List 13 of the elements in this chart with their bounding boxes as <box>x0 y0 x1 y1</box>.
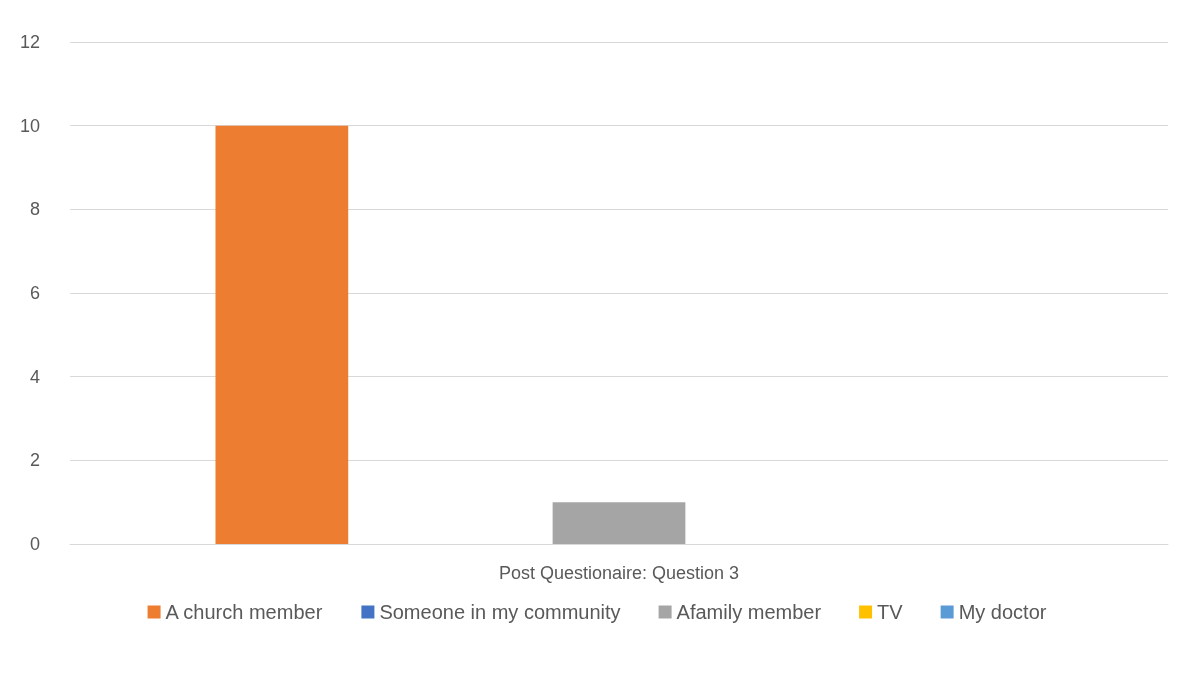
y-tick-label: 4 <box>29 366 40 387</box>
y-tick-label: 10 <box>19 115 40 136</box>
x-tick-label: Post Questionaire: Question 3 <box>498 563 740 583</box>
legend-label: Someone in my community <box>379 601 621 623</box>
y-tick-label: 2 <box>29 450 40 471</box>
y-tick-label: 12 <box>19 32 40 52</box>
y-tick-label: 8 <box>29 199 40 220</box>
legend-label: My doctor <box>958 601 1047 623</box>
y-tick-label: 0 <box>29 534 40 554</box>
y-tick-label: 6 <box>29 283 40 303</box>
legend-label: Afamily member <box>676 601 822 623</box>
legend-label: TV <box>877 601 904 623</box>
legend-label: A church member <box>165 601 323 623</box>
